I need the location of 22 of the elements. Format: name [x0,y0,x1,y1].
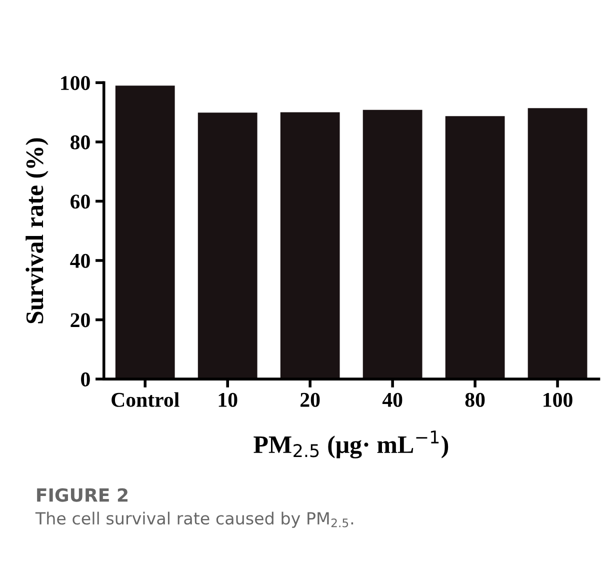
bar [445,116,505,380]
x-tick-label: 100 [544,392,572,407]
y-tick-label: 20 [70,313,90,328]
y-tick-label: 80 [70,135,90,150]
x-tick-label: Control [112,392,180,407]
bar [528,108,588,380]
y-tick-label: 60 [70,194,90,209]
caption: FIGURE 2 [37,488,128,502]
x-tick-label: 40 [382,392,402,407]
bar [198,112,258,380]
bar [280,112,340,380]
bar [362,110,422,380]
x-tick-label: 80 [465,392,485,407]
x-axis-title: PM$_{2.5}$ (μg· mL$^{−1}$) [254,430,448,458]
x-tick-label: 20 [300,392,320,407]
text: The cell survival rate caused by PM$_{2.5}$. [35,512,354,528]
y-tick-label: 100 [61,76,90,90]
y-tick-label: 0 [81,372,90,386]
y-axis-title: Survival rate (%) [26,138,48,324]
x-tick-label: 10 [218,392,238,407]
bar [115,86,175,380]
y-tick-label: 40 [70,254,90,268]
